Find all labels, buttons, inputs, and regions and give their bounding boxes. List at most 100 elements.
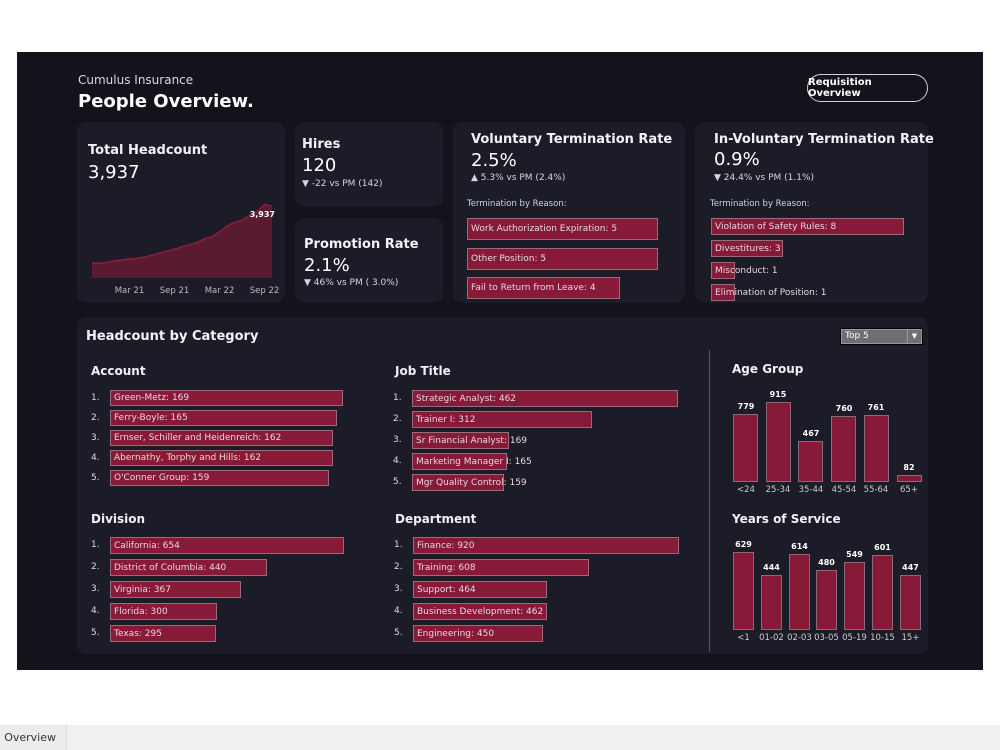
category-bar[interactable]: District of Columbia: 440: [110, 559, 267, 576]
column-category-label: <1: [737, 633, 750, 643]
category-bar[interactable]: Ernser, Schiller and Heidenreich: 162: [110, 430, 333, 446]
sheet-tab[interactable]: on Overview: [0, 725, 67, 750]
hires-delta: ▼ -22 vs PM (142): [302, 179, 383, 189]
years-of-service-title: Years of Service: [732, 512, 841, 526]
column-category-label: 55-64: [863, 485, 889, 495]
promotion-title: Promotion Rate: [304, 237, 419, 252]
column-category-label: 45-54: [831, 485, 857, 495]
column-bar[interactable]: [733, 414, 758, 482]
category-bar[interactable]: Abernathy, Torphy and Hills: 162: [110, 450, 333, 466]
category-bar[interactable]: Support: 464: [413, 581, 547, 598]
rank-number: 2.: [394, 562, 403, 572]
account-title: Account: [91, 364, 146, 378]
column-bar[interactable]: [844, 562, 866, 630]
involuntary-termination-card: In-Voluntary Termination Rate 0.9% ▼ 24.…: [695, 122, 934, 303]
requisition-overview-button[interactable]: Requisition Overview: [807, 74, 928, 102]
category-bar[interactable]: Business Development: 462: [413, 603, 547, 620]
category-bar[interactable]: Virginia: 367: [110, 581, 241, 598]
column-value-label: 480: [818, 558, 835, 567]
top-n-dropdown[interactable]: Top 5 ▼: [840, 328, 923, 345]
x-tick-label: Mar 21: [115, 286, 145, 296]
headcount-end-label: 3,937: [250, 210, 275, 219]
termination-reason-bar[interactable]: Divestitures: 3: [711, 240, 783, 257]
column-bar[interactable]: [765, 402, 791, 482]
column-bar[interactable]: [788, 554, 810, 630]
dropdown-value: Top 5: [845, 331, 869, 341]
x-tick-label: Sep 22: [250, 286, 280, 296]
category-bar[interactable]: Marketing Manager I: 165: [412, 453, 532, 470]
category-title: Headcount by Category: [86, 329, 259, 344]
column-bar[interactable]: [798, 441, 824, 482]
rank-number: 1.: [393, 393, 402, 403]
category-bar[interactable]: Ferry-Boyle: 165: [110, 410, 337, 426]
column-category-label: 25-34: [765, 485, 791, 495]
column-bar[interactable]: [733, 552, 754, 630]
hires-card: Hires 120 ▼ -22 vs PM (142): [295, 122, 443, 207]
rank-number: 5.: [393, 477, 402, 487]
rank-number: 1.: [91, 540, 100, 550]
category-bar[interactable]: O'Conner Group: 159: [110, 470, 329, 486]
rank-number: 3.: [394, 584, 403, 594]
termination-reason-bar[interactable]: Misconduct: 1: [711, 262, 778, 279]
column-bar[interactable]: [872, 555, 893, 630]
rank-number: 5.: [91, 628, 100, 638]
x-tick-label: Sep 21: [160, 286, 190, 296]
hires-title: Hires: [302, 137, 341, 152]
category-bar[interactable]: Sr Financial Analyst: 169: [412, 432, 527, 449]
column-value-label: 614: [791, 542, 808, 551]
termination-reason-bar[interactable]: Violation of Safety Rules: 8: [711, 218, 904, 235]
column-bar[interactable]: [896, 475, 922, 482]
x-tick-label: Mar 22: [205, 286, 235, 296]
job-title-title: Job Title: [395, 364, 451, 378]
category-bar[interactable]: Training: 608: [413, 559, 589, 576]
column-bar[interactable]: [899, 575, 921, 630]
promotion-card: Promotion Rate 2.1% ▼ 46% vs PM ( 3.0%): [295, 218, 443, 303]
column-category-label: 02-03: [787, 633, 812, 643]
category-bar[interactable]: California: 654: [110, 537, 344, 554]
rank-number: 4.: [393, 456, 402, 466]
column-value-label: 447: [902, 563, 919, 572]
sheet-tab-bar: [0, 725, 1000, 750]
column-value-label: 779: [737, 402, 755, 411]
age-group-title: Age Group: [732, 362, 804, 376]
voluntary-delta: ▲ 5.3% vs PM (2.4%): [471, 173, 566, 183]
category-bar[interactable]: Green-Metz: 169: [110, 390, 343, 406]
rank-number: 5.: [91, 473, 100, 483]
column-value-label: 760: [835, 404, 853, 413]
category-bar[interactable]: Florida: 300: [110, 603, 217, 620]
category-bar[interactable]: Mgr Quality Control: 159: [412, 474, 527, 491]
rank-number: 1.: [91, 393, 100, 403]
headcount-line: [91, 203, 273, 265]
category-bar[interactable]: Finance: 920: [413, 537, 679, 554]
column-bar[interactable]: [863, 415, 889, 482]
termination-reason-bar[interactable]: Work Authorization Expiration: 5: [467, 218, 658, 240]
rank-number: 4.: [91, 453, 100, 463]
column-category-label: 01-02: [759, 633, 784, 643]
termination-reason-bar[interactable]: Fail to Return from Leave: 4: [467, 277, 620, 299]
termination-reason-bar[interactable]: Other Position: 5: [467, 248, 658, 270]
column-category-label: <24: [737, 485, 755, 495]
rank-number: 3.: [393, 435, 402, 445]
column-bar[interactable]: [831, 416, 857, 482]
category-bar[interactable]: Engineering: 450: [413, 625, 543, 642]
promotion-delta: ▼ 46% vs PM ( 3.0%): [304, 278, 399, 288]
category-bar[interactable]: Strategic Analyst: 462: [412, 390, 678, 407]
column-category-label: 35-44: [798, 485, 824, 495]
department-title: Department: [395, 512, 477, 526]
total-headcount-title: Total Headcount: [88, 143, 208, 158]
involuntary-value: 0.9%: [714, 149, 760, 170]
involuntary-delta: ▼ 24.4% vs PM (1.1%): [714, 173, 815, 183]
column-bar[interactable]: [816, 570, 838, 630]
rank-number: 2.: [91, 562, 100, 572]
divider: [709, 350, 710, 652]
chevron-down-icon[interactable]: ▼: [907, 330, 921, 343]
voluntary-reason-label: Termination by Reason:: [467, 199, 567, 209]
termination-reason-bar[interactable]: Elimination of Position: 1: [711, 284, 826, 301]
rank-number: 3.: [91, 584, 100, 594]
column-value-label: 467: [802, 429, 820, 438]
column-bar[interactable]: [760, 575, 782, 630]
column-value-label: 761: [867, 403, 885, 412]
category-bar[interactable]: Texas: 295: [110, 625, 216, 642]
division-title: Division: [91, 512, 146, 526]
category-bar[interactable]: Trainer I: 312: [412, 411, 592, 428]
